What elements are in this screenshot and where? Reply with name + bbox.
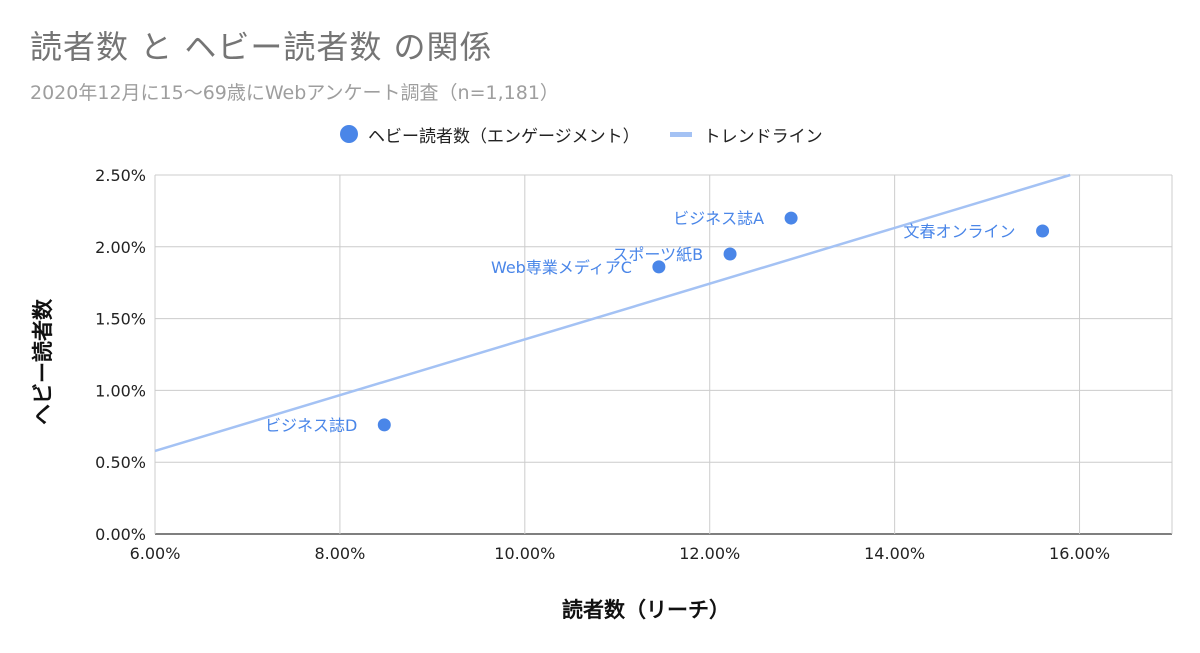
x-tick-label: 8.00% [314,544,365,563]
x-tick-label: 10.00% [494,544,555,563]
legend-item-heavy-readers[interactable]: ヘビー読者数（エンゲージメント） [340,122,640,147]
data-point-label: ビジネス誌D [265,416,357,435]
y-axis-title: ヘビー読者数 [31,299,55,425]
x-tick-label: 14.00% [864,544,925,563]
y-tick-label: 1.00% [95,381,146,400]
data-point [652,260,666,274]
y-tick-label: 0.00% [95,525,146,544]
chart-subtitle: 2020年12月に15〜69歳にWebアンケート調査（n=1,181） [30,82,559,104]
data-point [1036,224,1050,238]
chart-title: 読者数 と ヘビー読者数 の関係 [30,28,493,66]
x-tick-label: 6.00% [130,544,181,563]
x-tick-label: 12.00% [679,544,740,563]
data-point [377,418,391,432]
trendline [154,173,1071,453]
x-axis-title: 読者数（リーチ） [562,598,730,622]
data-point-label: ビジネス誌A [673,209,764,228]
chart-legend: ヘビー読者数（エンゲージメント） トレンドライン [340,120,853,148]
y-tick-label: 0.50% [95,453,146,472]
data-point-label: 文春オンライン [904,222,1016,241]
data-point [723,247,737,261]
legend-label-heavy-readers: ヘビー読者数（エンゲージメント） [368,126,640,147]
legend-label-trendline: トレンドライン [703,126,823,147]
data-point-label: Web専業メディアC [491,258,632,277]
y-tick-label: 2.50% [95,166,146,185]
y-tick-label: 2.00% [95,238,146,257]
legend-marker-line [669,131,692,137]
data-point-label: スポーツ紙B [612,245,703,264]
x-tick-label: 16.00% [1049,544,1110,563]
legend-item-trendline[interactable]: トレンドライン [669,122,823,147]
y-tick-label: 1.50% [95,310,146,329]
legend-marker-dot [340,125,358,143]
data-point [784,211,798,225]
